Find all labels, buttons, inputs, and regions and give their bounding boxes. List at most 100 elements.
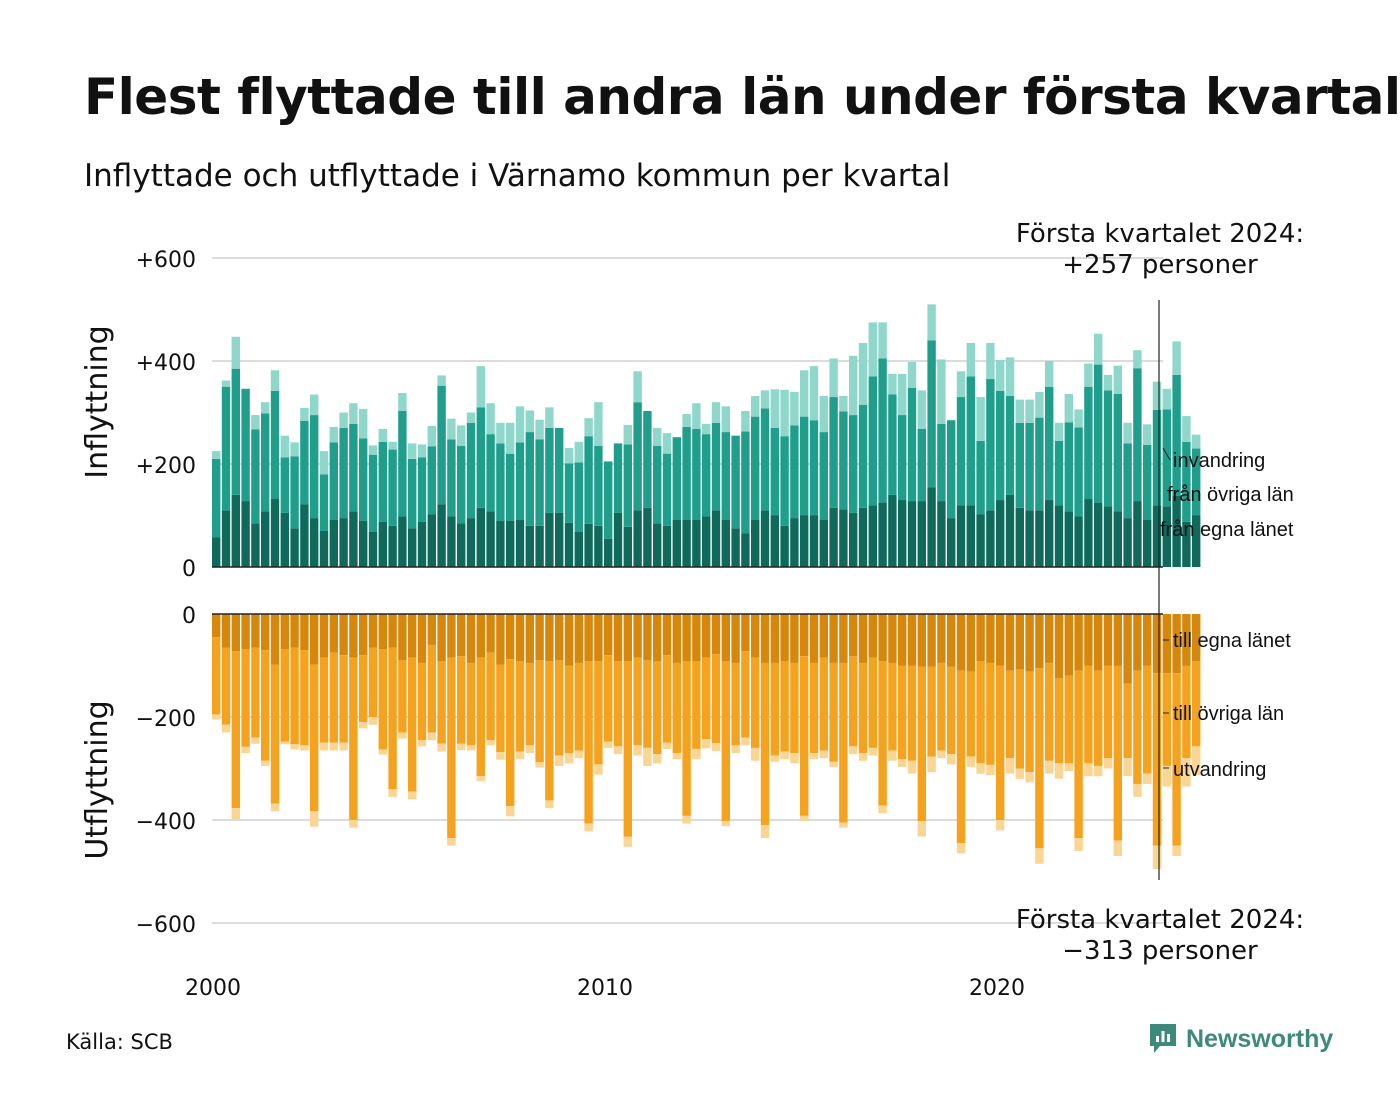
out-egna-lanet-bar (858, 614, 868, 663)
out-utvandring-bar (1025, 772, 1034, 783)
in-egna-lanet-bar (907, 501, 917, 567)
in-ovriga-lan-bar (506, 453, 515, 521)
in-invandring-bar (1103, 374, 1113, 391)
out-ovriga-lan-bar (633, 657, 642, 746)
out-egna-lanet-bar (594, 614, 603, 662)
out-egna-lanet-bar (613, 614, 623, 662)
in-egna-lanet-bar (1074, 516, 1083, 567)
in-egna-lanet-bar (986, 510, 995, 567)
in-egna-lanet-bar (1025, 510, 1034, 567)
in-egna-lanet-bar (849, 512, 858, 567)
in-invandring-bar (221, 380, 231, 387)
label-till-egna-lanet: till egna länet (1173, 630, 1291, 652)
in-invandring-bar (829, 358, 838, 398)
in-egna-lanet-bar (241, 501, 250, 567)
out-utvandring-bar (339, 742, 348, 751)
out-utvandring-bar (976, 763, 985, 774)
in-ovriga-lan-bar (319, 474, 329, 531)
in-invandring-bar (839, 396, 848, 412)
in-ovriga-lan-bar (261, 413, 270, 512)
out-utvandring-bar (359, 722, 368, 729)
in-egna-lanet-bar (466, 518, 476, 568)
out-egna-lanet-bar (270, 614, 280, 665)
out-egna-lanet-bar (878, 614, 887, 662)
in-egna-lanet-bar (231, 494, 240, 567)
out-egna-lanet-bar (868, 614, 877, 658)
in-invandring-bar (1005, 357, 1015, 397)
in-invandring-bar (574, 441, 583, 463)
out-egna-lanet-bar (339, 614, 348, 656)
out-utvandring-bar (476, 776, 485, 782)
chart-subtitle: Inflyttade och utflyttade i Värnamo komm… (84, 158, 951, 194)
out-ovriga-lan-bar (1035, 668, 1044, 849)
in-ovriga-lan-bar (1143, 444, 1152, 520)
in-egna-lanet-bar (623, 526, 632, 567)
out-ovriga-lan-bar (555, 660, 564, 756)
in-egna-lanet-bar (809, 515, 819, 567)
out-utvandring-bar (780, 751, 789, 760)
in-ovriga-lan-bar (829, 397, 838, 508)
in-egna-lanet-bar (672, 519, 681, 567)
out-ovriga-lan-bar (1133, 670, 1142, 784)
out-ytick-400: −400 (136, 810, 196, 835)
out-egna-lanet-bar (466, 614, 476, 663)
in-invandring-bar (760, 390, 770, 409)
in-invandring-bar (427, 425, 436, 447)
out-utvandring-bar (486, 740, 495, 746)
in-invandring-bar (653, 427, 662, 446)
in-invandring-bar (1045, 361, 1054, 387)
out-utvandring-bar (417, 740, 427, 747)
out-egna-lanet-bar (643, 614, 652, 661)
out-ovriga-lan-bar (290, 647, 299, 745)
out-utvandring-bar (849, 746, 858, 755)
out-ovriga-lan-bar (692, 661, 701, 749)
out-ovriga-lan-bar (437, 661, 446, 744)
label-invandring: invandring (1173, 450, 1265, 472)
out-utvandring-bar (319, 742, 329, 751)
in-invandring-bar (310, 394, 319, 416)
out-utvandring-bar (535, 762, 544, 768)
newsworthy-brand[interactable]: Newsworthy (1148, 1022, 1333, 1056)
in-invandring-bar (986, 342, 995, 380)
out-ovriga-lan-bar (1094, 670, 1103, 766)
out-egna-lanet-bar (839, 614, 848, 663)
out-egna-lanet-bar (280, 614, 289, 650)
in-invandring-bar (261, 402, 270, 414)
in-ovriga-lan-bar (1035, 417, 1044, 511)
in-egna-lanet-bar (868, 505, 877, 567)
out-utvandring-bar (496, 752, 505, 760)
out-ovriga-lan-bar (613, 661, 623, 747)
out-utvandring-bar (927, 756, 936, 773)
out-ovriga-lan-bar (486, 652, 495, 741)
out-egna-lanet-bar (535, 614, 544, 661)
in-ovriga-lan-bar (280, 457, 289, 513)
out-utvandring-bar (839, 822, 848, 828)
out-egna-lanet-bar (457, 614, 466, 657)
in-ovriga-lan-bar (711, 422, 721, 511)
in-ovriga-lan-bar (1084, 386, 1093, 500)
label-fran-ovriga-lan: från övriga län (1167, 484, 1294, 506)
in-invandring-bar (486, 403, 495, 435)
in-ytick-400: +400 (136, 351, 196, 376)
in-invandring-bar (476, 366, 485, 408)
out-utvandring-bar (1094, 765, 1103, 777)
out-egna-lanet-bar (545, 614, 554, 662)
in-egna-lanet-bar (760, 510, 770, 567)
out-utvandring-bar (1172, 845, 1181, 857)
out-ovriga-lan-bar (221, 647, 231, 725)
label-till-ovriga-lan: till övriga län (1173, 703, 1284, 725)
in-egna-lanet-bar (947, 518, 956, 568)
in-invandring-bar (1113, 365, 1122, 394)
out-utvandring-bar (1133, 783, 1142, 797)
out-egna-lanet-bar (809, 614, 819, 663)
in-egna-lanet-bar (1045, 500, 1054, 567)
in-invandring-bar (888, 373, 897, 395)
out-utvandring-bar (564, 753, 574, 764)
in-egna-lanet-bar (1113, 511, 1122, 567)
in-invandring-bar (251, 415, 260, 430)
in-ovriga-lan-bar (525, 432, 534, 526)
in-ovriga-lan-bar (898, 415, 907, 501)
out-egna-lanet-bar (819, 614, 828, 658)
out-egna-lanet-bar (653, 614, 662, 662)
out-egna-lanet-bar (702, 614, 711, 658)
